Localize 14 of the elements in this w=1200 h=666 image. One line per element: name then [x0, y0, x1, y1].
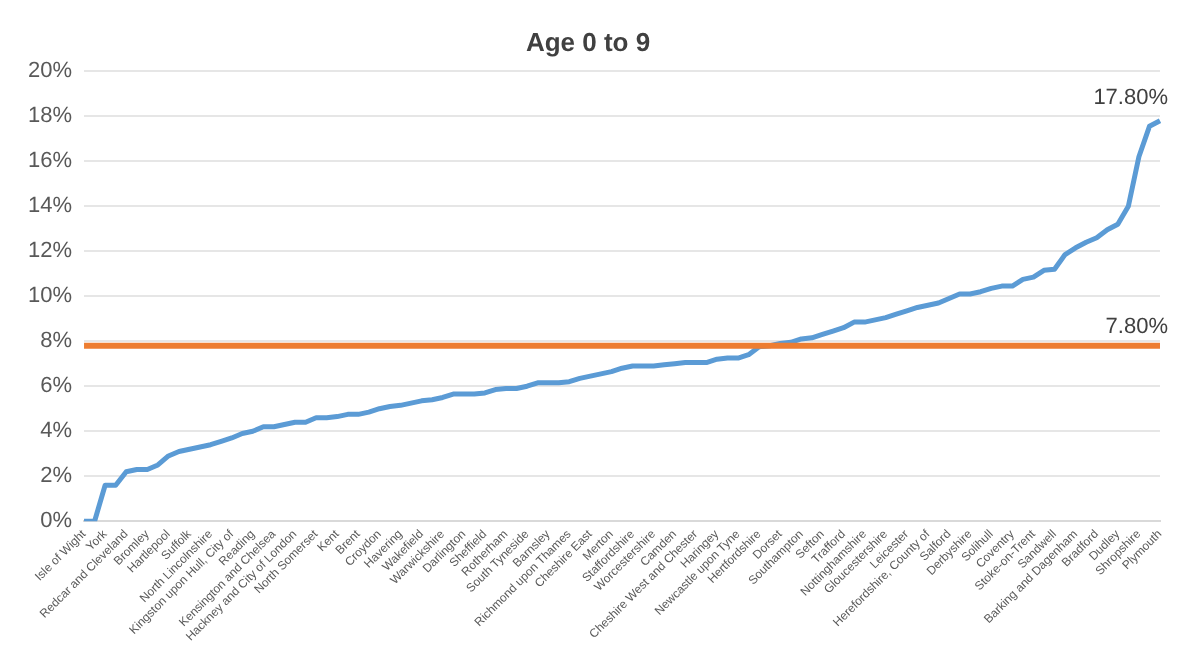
y-tick-label: 0%: [40, 509, 73, 534]
y-tick-label: 2%: [40, 464, 73, 489]
y-tick-label: 6%: [40, 374, 73, 399]
y-tick-label: 4%: [40, 419, 73, 444]
y-tick-label: 8%: [40, 329, 73, 354]
y-tick-label: 20%: [27, 59, 73, 84]
data-label: 17.80%: [1093, 85, 1169, 110]
chart-title: Age 0 to 9: [525, 26, 651, 57]
y-tick-label: 10%: [27, 284, 73, 309]
y-tick-label: 16%: [27, 149, 73, 174]
ref-line-label: 7.80%: [1105, 314, 1169, 339]
y-tick-label: 12%: [27, 239, 73, 264]
y-tick-label: 14%: [27, 194, 73, 219]
y-tick-label: 18%: [27, 104, 73, 129]
